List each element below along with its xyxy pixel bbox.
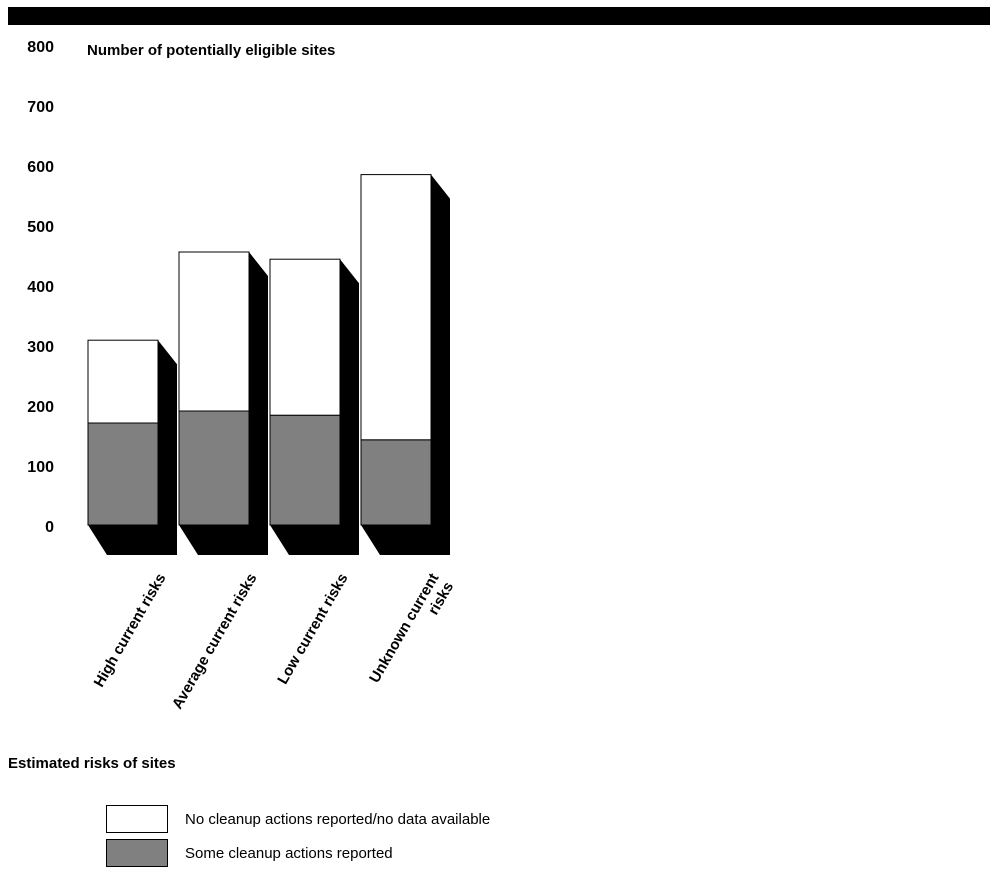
bar-shadow [361, 174, 450, 555]
legend-item-no-cleanup: No cleanup actions reported/no data avai… [106, 804, 490, 834]
category-label-line: Average current risks [169, 571, 261, 713]
legend-swatch-gray [106, 839, 168, 867]
x-axis-label: Estimated risks of sites [8, 755, 176, 772]
y-tick-label: 800 [27, 39, 54, 56]
y-tick-label: 0 [45, 519, 54, 536]
bar-group [178, 251, 268, 555]
bar-segment-some-cleanup [269, 414, 341, 526]
category-label: Unknown currentrisks [366, 570, 457, 694]
y-tick-label: 300 [27, 339, 54, 356]
y-tick-label: 500 [27, 219, 54, 236]
y-tick-label: 400 [27, 279, 54, 296]
bar-segment-no-cleanup [178, 251, 250, 412]
category-label: Average current risks [169, 571, 261, 713]
legend-swatch-white [106, 805, 168, 833]
bar-shadow [179, 252, 268, 555]
category-label-line: High current risks [91, 571, 170, 691]
bar-group [87, 339, 177, 555]
bar-group [360, 174, 450, 555]
category-label-line: Unknown current [366, 570, 442, 685]
legend-label: Some cleanup actions reported [185, 844, 393, 862]
bar-shadow [88, 340, 177, 555]
category-labels: High current risks Average current risks L… [91, 570, 458, 712]
bar-segment-some-cleanup [360, 439, 432, 526]
y-tick-label: 100 [27, 459, 54, 476]
bars [87, 174, 450, 555]
bar-segment-some-cleanup [178, 410, 250, 526]
header-bar [8, 7, 990, 25]
bar-segment-no-cleanup [269, 258, 341, 416]
legend-item-some-cleanup: Some cleanup actions reported [106, 838, 393, 868]
bar-segment-no-cleanup [360, 174, 432, 441]
legend-label: No cleanup actions reported/no data avai… [185, 810, 491, 828]
bar-segment-some-cleanup [87, 422, 159, 526]
y-axis-ticks: 0 100 200 300 400 500 600 700 800 [27, 39, 54, 536]
y-tick-label: 600 [27, 159, 54, 176]
y-tick-label: 200 [27, 399, 54, 416]
y-axis-label: Number of potentially eligible sites [87, 42, 335, 59]
y-tick-label: 700 [27, 99, 54, 116]
category-label: Low current risks [274, 571, 351, 688]
category-label: High current risks [91, 571, 170, 691]
stacked-bar-chart: 0 100 200 300 400 500 600 700 800 Number of pote… [27, 39, 458, 712]
bar-segment-no-cleanup [87, 339, 159, 424]
bar-group [269, 258, 359, 555]
category-label-line: Low current risks [274, 571, 351, 688]
